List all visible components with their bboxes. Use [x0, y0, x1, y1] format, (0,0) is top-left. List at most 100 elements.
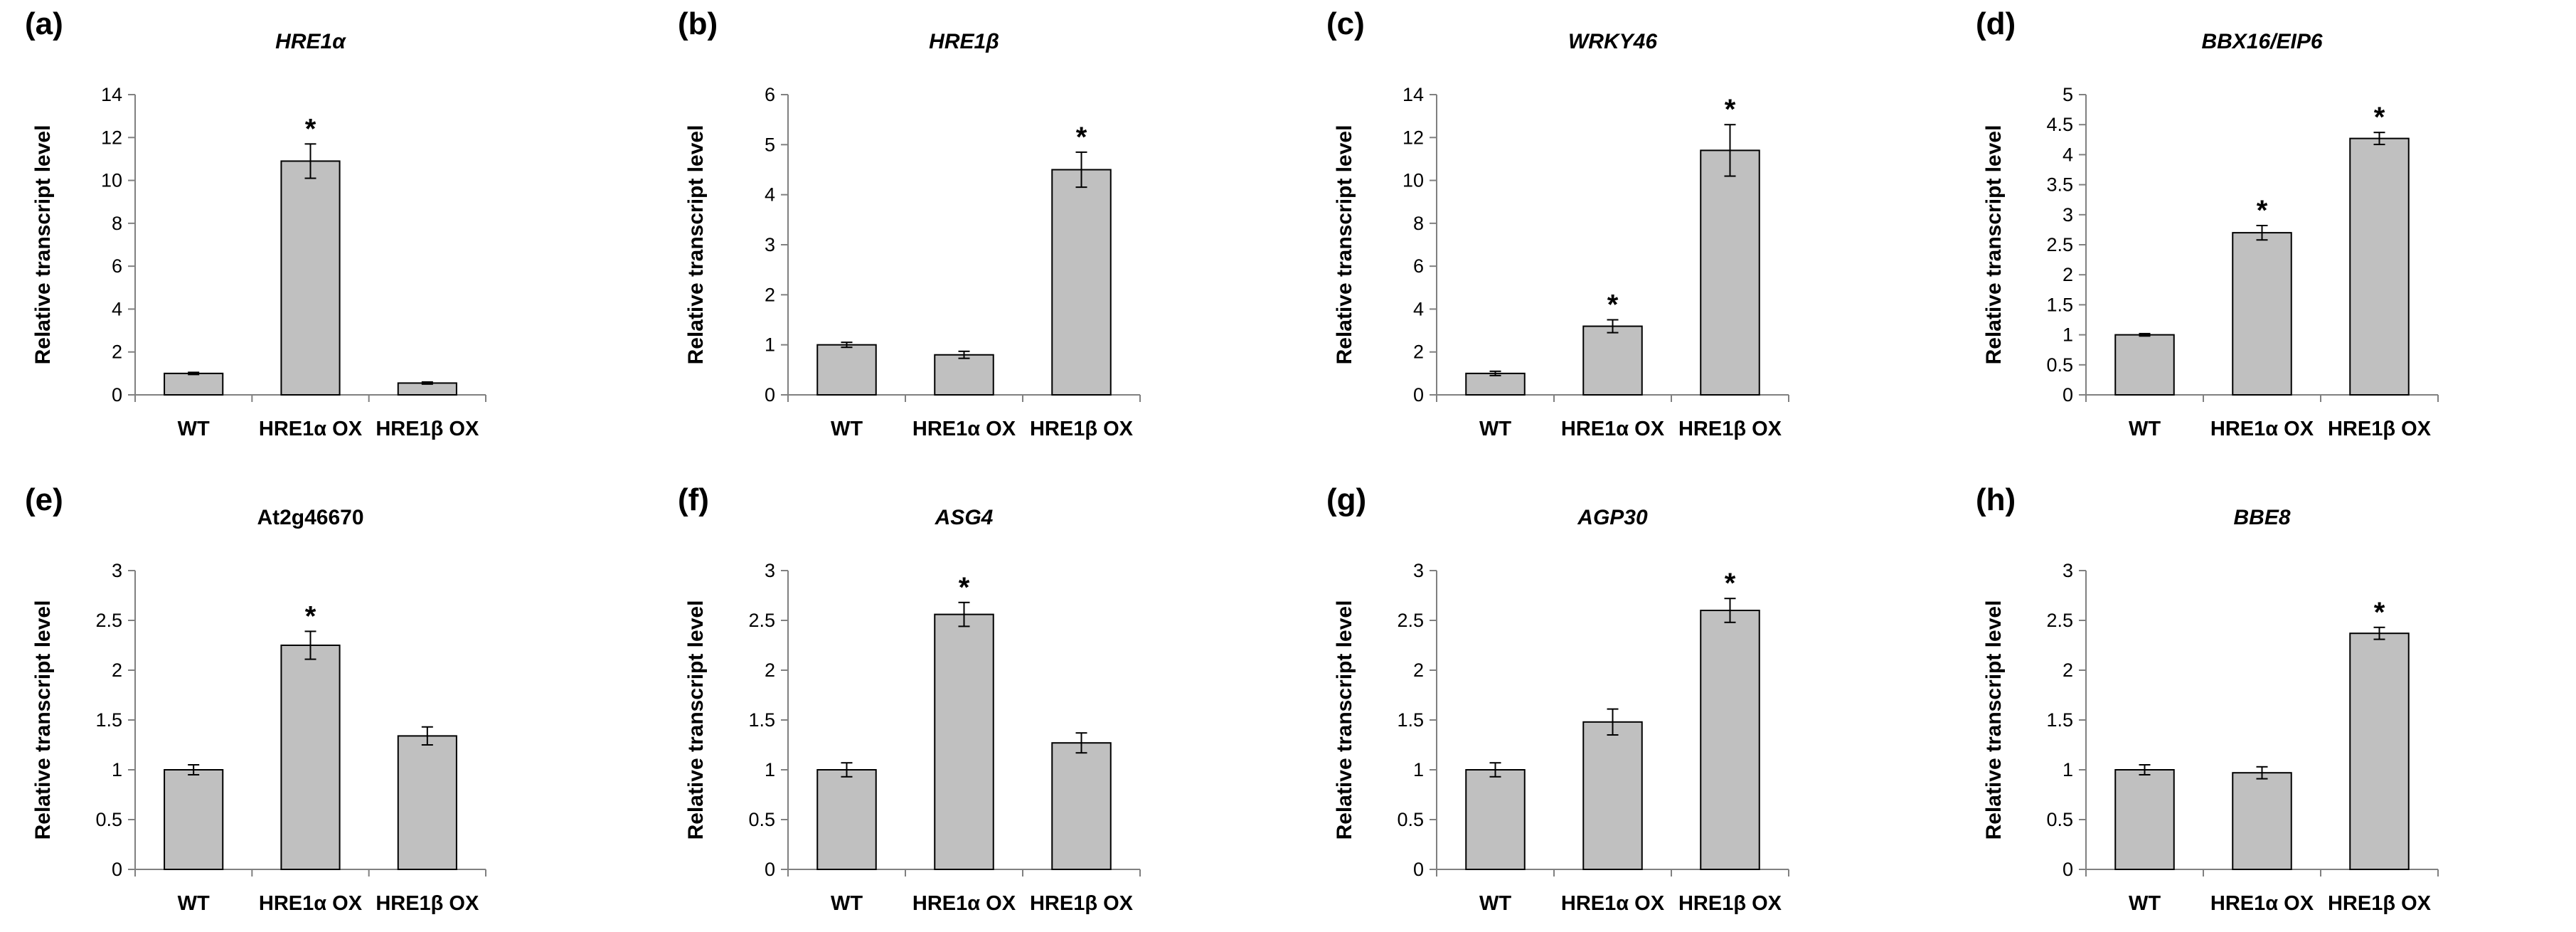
category-label: WT: [178, 418, 210, 440]
y-tick-label: 1: [2063, 324, 2073, 346]
category-label: WT: [831, 418, 863, 440]
y-tick-label: 6: [112, 255, 122, 277]
y-tick-label: 2.5: [2046, 234, 2073, 255]
y-tick-label: 12: [1403, 127, 1424, 148]
bar-1: [2114, 769, 2175, 870]
chart-panel-3: (c) WRKY46 Relative transcript level 0 2 4 6 8 1…: [1326, 6, 1789, 440]
bar-2: [2232, 772, 2292, 870]
category-label: HRE1α OX: [2210, 892, 2314, 915]
y-axis-label: Relative transcript level: [1333, 600, 1356, 840]
category-label: HRE1α OX: [1561, 418, 1665, 440]
y-tick-label: 0: [2063, 384, 2073, 406]
y-axis-label: Relative transcript level: [31, 600, 55, 840]
y-tick-label: 0: [1413, 384, 1424, 406]
y-tick-label: 2.5: [748, 610, 775, 631]
y-axis-label: Relative transcript level: [684, 600, 708, 840]
category-label: HRE1β OX: [1678, 418, 1782, 440]
error-bar-1: [841, 341, 853, 349]
error-bar-2: [304, 630, 316, 660]
y-tick-label: 5: [2063, 84, 2073, 105]
bar-3: [397, 735, 457, 871]
y-tick-label: 8: [112, 213, 122, 234]
chart-title: HRE1β: [929, 30, 999, 53]
chart-title: HRE1α: [275, 30, 346, 53]
bar-2: [1582, 325, 1643, 396]
panel-label: (a): [25, 6, 63, 41]
y-tick-label: 2: [1413, 660, 1424, 681]
y-tick-label: 2.5: [1397, 610, 1424, 631]
error-bar-1: [1489, 762, 1501, 778]
panel-label: (d): [1976, 6, 2016, 41]
category-label: HRE1α OX: [1561, 892, 1665, 915]
y-tick-label: 3: [2063, 204, 2073, 226]
chart-title: BBE8: [2233, 506, 2290, 529]
y-tick-label: 1.5: [1397, 709, 1424, 731]
category-label: HRE1β OX: [1030, 418, 1134, 440]
category-label: HRE1β OX: [1678, 892, 1782, 915]
category-label: HRE1β OX: [376, 418, 479, 440]
y-tick-label: 0: [112, 384, 122, 406]
category-label: WT: [178, 892, 210, 915]
error-bar-1: [2139, 764, 2151, 775]
y-tick-label: 10: [1403, 170, 1424, 191]
category-label: HRE1β OX: [2328, 892, 2432, 915]
y-tick-label: 2.5: [2046, 610, 2073, 631]
category-label: WT: [2129, 892, 2161, 915]
chart-panel-2: (b) HRE1β Relative transcript level 0 1 2 3 4 5 6…: [678, 6, 1141, 440]
y-tick-label: 3.5: [2046, 174, 2073, 196]
y-tick-label: 6: [1413, 255, 1424, 277]
bar-1: [816, 344, 877, 396]
bar-2: [934, 613, 994, 870]
y-tick-label: 6: [765, 84, 775, 105]
y-tick-label: 1.5: [2046, 709, 2073, 731]
y-axis-label: Relative transcript level: [31, 125, 55, 365]
y-tick-label: 0: [2063, 859, 2073, 880]
error-bar-2: [2256, 766, 2268, 780]
y-tick-label: 5: [765, 134, 775, 155]
y-tick-label: 3: [765, 234, 775, 255]
significance-marker: *: [959, 572, 970, 603]
bar-1: [164, 372, 224, 396]
y-tick-label: 4: [112, 298, 122, 319]
category-label: WT: [2129, 418, 2161, 440]
category-label: HRE1β OX: [1030, 892, 1134, 915]
panel-label: (g): [1326, 482, 1366, 517]
y-tick-label: 3: [765, 560, 775, 581]
y-tick-label: 4: [2063, 144, 2073, 165]
y-tick-label: 1: [1413, 759, 1424, 780]
significance-marker: *: [1607, 290, 1619, 321]
y-tick-label: 0: [765, 384, 775, 406]
y-tick-label: 2: [112, 660, 122, 681]
error-bar-2: [1607, 708, 1619, 736]
error-bar-2: [958, 601, 970, 627]
error-bar-3: [1075, 732, 1087, 754]
bar-3: [2349, 632, 2410, 870]
y-tick-label: 1.5: [748, 709, 775, 731]
category-label: WT: [1479, 418, 1511, 440]
error-bar-2: [958, 350, 970, 359]
y-tick-label: 4.5: [2046, 114, 2073, 135]
y-tick-label: 2: [2063, 264, 2073, 285]
y-tick-label: 2: [765, 284, 775, 305]
y-tick-label: 0: [112, 859, 122, 880]
error-bar-3: [1075, 151, 1087, 189]
category-label: HRE1α OX: [912, 892, 1016, 915]
bar-2: [1582, 721, 1643, 870]
error-bar-1: [2139, 332, 2151, 337]
y-tick-label: 0: [765, 859, 775, 880]
error-bar-3: [421, 726, 433, 746]
bar-1: [816, 769, 877, 870]
bar-3: [2349, 137, 2410, 396]
category-label: HRE1α OX: [259, 418, 363, 440]
y-tick-label: 0.5: [2046, 809, 2073, 830]
y-tick-label: 8: [1413, 213, 1424, 234]
category-label: HRE1α OX: [912, 418, 1016, 440]
category-label: HRE1α OX: [2210, 418, 2314, 440]
y-tick-label: 4: [765, 184, 775, 206]
bar-1: [164, 769, 224, 870]
error-bar-3: [1724, 124, 1736, 177]
y-tick-label: 1.5: [2046, 294, 2073, 315]
error-bar-2: [1607, 319, 1619, 334]
panel-label: (c): [1326, 6, 1365, 41]
